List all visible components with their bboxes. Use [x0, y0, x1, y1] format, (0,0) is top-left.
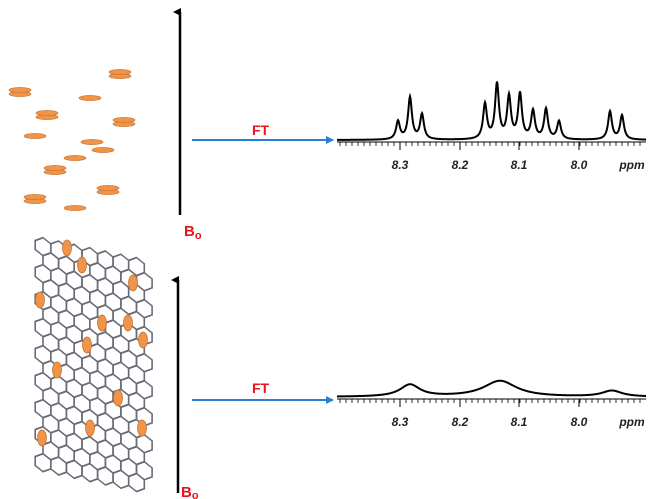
hexagon: [137, 352, 153, 373]
ft-label: FT: [252, 380, 270, 396]
hexagon: [137, 460, 153, 481]
molecule: [64, 155, 86, 160]
molecule: [53, 362, 62, 378]
molecule: [81, 139, 103, 144]
hexagon: [66, 459, 82, 480]
molecule: [36, 110, 58, 115]
molecule: [98, 315, 107, 331]
ft-label: FT: [252, 122, 270, 138]
molecule: [36, 292, 45, 308]
molecule: [109, 69, 131, 74]
field-label: Bo: [181, 484, 199, 499]
molecule: [97, 185, 119, 190]
molecule: [63, 240, 72, 256]
molecule: [24, 194, 46, 199]
molecule: [86, 420, 95, 436]
tick-label: 8.0: [571, 415, 588, 429]
hexagon: [129, 472, 145, 493]
tick-label: 8.3: [392, 415, 409, 429]
molecule: [139, 332, 148, 348]
molecule: [92, 147, 114, 152]
molecule: [113, 117, 135, 122]
molecule: [129, 275, 138, 291]
hexagon: [51, 455, 67, 476]
molecule: [83, 337, 92, 353]
molecule: [38, 430, 47, 446]
hexagon: [137, 379, 153, 400]
hexagon: [35, 452, 51, 473]
molecule: [138, 420, 147, 436]
hexagon: [113, 469, 129, 490]
free-molecules: [9, 69, 135, 210]
molecule: [79, 95, 101, 100]
hexagon: [137, 298, 153, 319]
graphene-sheet: [35, 236, 152, 495]
molecule: [78, 257, 87, 273]
hexagon: [137, 433, 153, 454]
molecule: [24, 133, 46, 138]
tick-label: 8.2: [452, 415, 469, 429]
tick-label: 8.2: [452, 158, 469, 172]
molecule: [44, 165, 66, 170]
axis-unit: ppm: [618, 415, 645, 429]
molecule: [9, 87, 31, 92]
hexagon: [137, 271, 153, 292]
lattice: [35, 236, 152, 495]
tick-label: 8.0: [571, 158, 588, 172]
tick-label: 8.1: [511, 415, 528, 429]
field-label: Bo: [184, 223, 202, 242]
tick-label: 8.3: [392, 158, 409, 172]
hexagon: [98, 465, 114, 486]
tick-label: 8.1: [511, 158, 528, 172]
spectra: 8.3 8.2 8.1 8.0 ppm 8.3 8.2 8.1 8.0 ppm: [337, 82, 646, 429]
molecule: [114, 390, 123, 406]
spectrum-trace: [337, 82, 646, 140]
figure: Bo Bo FT FT 8.3 8.2 8.1 8.0 ppm 8.3 8.2 8.1 8.0 p…: [0, 0, 648, 499]
spectrum-trace: [337, 381, 646, 397]
axis-unit: ppm: [618, 158, 645, 172]
molecule: [124, 315, 133, 331]
hexagon: [82, 462, 98, 483]
molecule: [64, 205, 86, 210]
